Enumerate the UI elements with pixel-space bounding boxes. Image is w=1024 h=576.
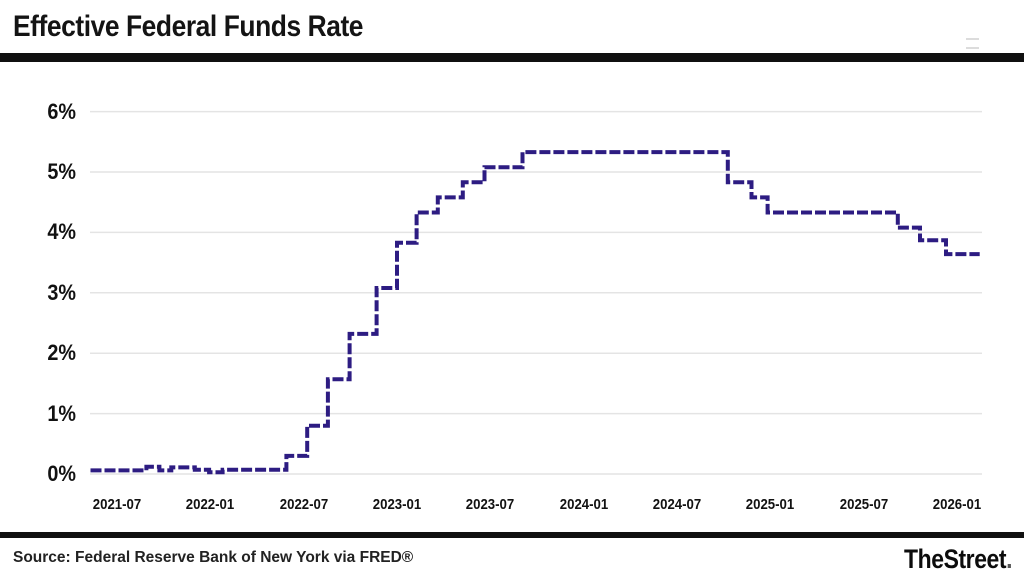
chart-area[interactable]: 0% 1% 2% 3% 4% 5% 6% 2021-07 2022-01 2022-07 2023… — [0, 38, 1024, 532]
y-axis-label: 1% — [47, 400, 76, 426]
y-axis-label: 0% — [47, 461, 76, 486]
x-axis-label: 2022-01 — [186, 496, 235, 513]
source-attribution: Source: Federal Reserve Bank of New York… — [13, 549, 414, 566]
chart-title: Effective Federal Funds Rate — [13, 10, 364, 43]
y-axis-label: 3% — [47, 279, 76, 305]
y-axis-label: 6% — [47, 98, 76, 124]
header-divider — [0, 53, 1024, 62]
effr-line-series[interactable] — [90, 150, 980, 475]
y-axis-label: 4% — [47, 219, 76, 245]
thestreet-logo-dot: . — [1006, 544, 1012, 574]
x-axis-label: 2025-01 — [746, 496, 795, 513]
x-axis-label: 2024-07 — [652, 496, 702, 513]
x-axis-label: 2023-01 — [372, 496, 422, 513]
thestreet-logo-text: TheStreet — [903, 544, 1007, 574]
thestreet-logo: TheStreet. — [904, 544, 1012, 575]
footer-divider — [0, 532, 1024, 538]
x-axis-label: 2025-07 — [839, 496, 888, 513]
y-axis-label: 5% — [47, 159, 76, 184]
modebar-icon — [966, 38, 979, 49]
x-axis-label: 2026-01 — [932, 496, 982, 513]
x-axis-label: 2021-07 — [92, 496, 142, 513]
x-axis-label: 2023-07 — [466, 496, 515, 513]
x-axis-label: 2024-01 — [559, 496, 608, 513]
x-axis-label: 2022-07 — [279, 496, 328, 513]
y-axis-label: 2% — [47, 340, 76, 366]
